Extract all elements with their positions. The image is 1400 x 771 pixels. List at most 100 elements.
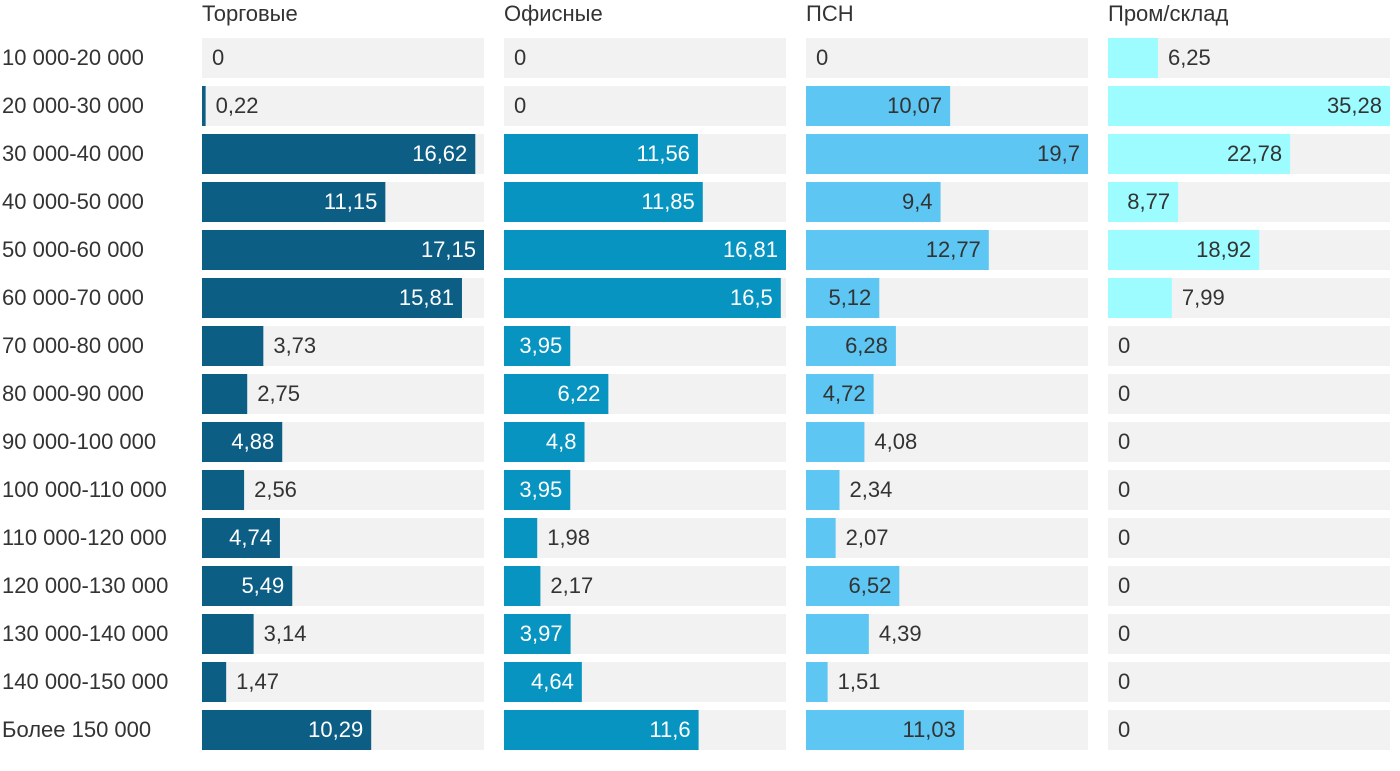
value-label: 2,17 bbox=[550, 573, 593, 598]
bar-background bbox=[806, 38, 1088, 78]
bar-background bbox=[1108, 614, 1390, 654]
bar bbox=[504, 182, 703, 222]
value-label: 22,78 bbox=[1227, 141, 1282, 166]
value-label: 6,52 bbox=[849, 573, 892, 598]
value-label: 3,95 bbox=[519, 333, 562, 358]
bar-background bbox=[1108, 566, 1390, 606]
bar bbox=[806, 470, 840, 510]
bar bbox=[806, 710, 964, 750]
value-label: 0 bbox=[514, 45, 526, 70]
bar bbox=[202, 710, 372, 750]
category-label: 60 000-70 000 bbox=[2, 285, 144, 310]
value-label: 2,07 bbox=[846, 525, 889, 550]
bar bbox=[1108, 38, 1158, 78]
category-label: 130 000-140 000 bbox=[2, 621, 168, 646]
bar bbox=[202, 614, 254, 654]
bar bbox=[1108, 278, 1172, 318]
bar bbox=[504, 518, 538, 558]
category-label: 120 000-130 000 bbox=[2, 573, 168, 598]
value-label: 4,8 bbox=[546, 429, 577, 454]
category-label: 10 000-20 000 bbox=[2, 45, 144, 70]
bar bbox=[202, 662, 227, 702]
value-label: 1,51 bbox=[838, 669, 881, 694]
bar bbox=[1108, 182, 1179, 222]
bar-background bbox=[1108, 326, 1390, 366]
value-label: 0 bbox=[1118, 621, 1130, 646]
value-label: 9,4 bbox=[902, 189, 933, 214]
bar bbox=[202, 470, 245, 510]
bar-background bbox=[202, 86, 484, 126]
value-label: 4,72 bbox=[823, 381, 866, 406]
bar bbox=[504, 230, 786, 270]
bar-background bbox=[1108, 422, 1390, 462]
value-label: 11,56 bbox=[637, 141, 690, 166]
bar bbox=[806, 662, 828, 702]
value-label: 6,22 bbox=[558, 381, 601, 406]
value-label: 16,5 bbox=[730, 285, 773, 310]
bar bbox=[806, 230, 989, 270]
bar-background bbox=[806, 470, 1088, 510]
bar bbox=[1108, 230, 1260, 270]
value-label: 4,39 bbox=[879, 621, 922, 646]
bar-background bbox=[1108, 518, 1390, 558]
panel-title: Пром/склад bbox=[1108, 1, 1228, 26]
bar bbox=[504, 710, 699, 750]
bar bbox=[806, 86, 951, 126]
value-label: 11,6 bbox=[649, 717, 690, 742]
value-label: 16,81 bbox=[723, 237, 778, 262]
value-label: 19,7 bbox=[1037, 141, 1080, 166]
panel-title: Офисные bbox=[504, 1, 603, 26]
value-label: 2,34 bbox=[849, 477, 892, 502]
value-label: 4,88 bbox=[231, 429, 274, 454]
value-label: 7,99 bbox=[1182, 285, 1225, 310]
bar bbox=[504, 326, 571, 366]
value-label: 6,28 bbox=[845, 333, 888, 358]
bar bbox=[504, 278, 781, 318]
bar-background bbox=[504, 566, 786, 606]
category-label: 20 000-30 000 bbox=[2, 93, 144, 118]
value-label: 0 bbox=[1118, 717, 1130, 742]
bar bbox=[504, 662, 582, 702]
value-label: 16,62 bbox=[412, 141, 467, 166]
bar-background bbox=[202, 38, 484, 78]
value-label: 5,49 bbox=[241, 573, 284, 598]
value-label: 17,15 bbox=[421, 237, 476, 262]
value-label: 15,81 bbox=[399, 285, 454, 310]
bar bbox=[806, 422, 865, 462]
value-label: 0 bbox=[1118, 381, 1130, 406]
value-label: 4,64 bbox=[531, 669, 574, 694]
value-label: 0 bbox=[212, 45, 224, 70]
value-label: 11,15 bbox=[324, 189, 377, 214]
bar bbox=[202, 374, 248, 414]
value-label: 0 bbox=[1118, 669, 1130, 694]
category-label: 110 000-120 000 bbox=[2, 525, 167, 550]
value-label: 2,75 bbox=[257, 381, 300, 406]
panel-title: Торговые bbox=[202, 1, 298, 26]
value-label: 3,73 bbox=[273, 333, 316, 358]
value-label: 3,95 bbox=[519, 477, 562, 502]
value-label: 10,07 bbox=[887, 93, 942, 118]
bar-background bbox=[202, 470, 484, 510]
bar bbox=[202, 326, 264, 366]
category-label: 100 000-110 000 bbox=[2, 477, 167, 502]
bar-background bbox=[806, 662, 1088, 702]
category-label: 30 000-40 000 bbox=[2, 141, 144, 166]
value-label: 10,29 bbox=[308, 717, 363, 742]
value-label: 0 bbox=[1118, 333, 1130, 358]
bar bbox=[504, 470, 571, 510]
value-label: 6,25 bbox=[1168, 45, 1211, 70]
value-label: 0 bbox=[514, 93, 526, 118]
bar-background bbox=[806, 518, 1088, 558]
value-label: 1,47 bbox=[236, 669, 279, 694]
value-label: 18,92 bbox=[1196, 237, 1251, 262]
category-label: Более 150 000 bbox=[2, 717, 151, 742]
value-label: 8,77 bbox=[1127, 189, 1170, 214]
bar-background bbox=[1108, 470, 1390, 510]
bar-background bbox=[202, 662, 484, 702]
value-label: 12,77 bbox=[926, 237, 981, 262]
bar-background bbox=[504, 518, 786, 558]
value-label: 0 bbox=[1118, 525, 1130, 550]
bar bbox=[202, 422, 283, 462]
bar bbox=[806, 518, 836, 558]
